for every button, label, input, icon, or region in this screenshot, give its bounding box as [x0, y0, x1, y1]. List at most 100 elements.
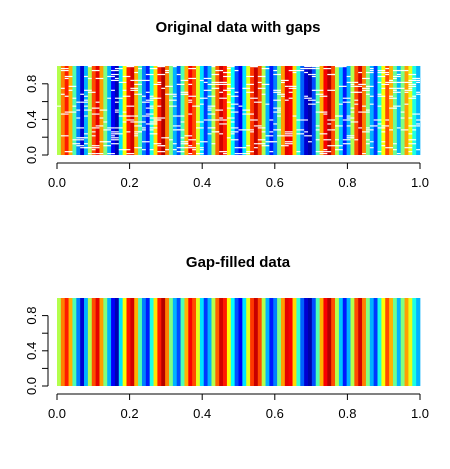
gap-mark — [365, 109, 370, 111]
gap-mark — [369, 125, 378, 127]
gap-mark — [253, 66, 258, 68]
gap-mark — [385, 67, 390, 70]
gap-mark — [199, 79, 204, 82]
gap-mark — [64, 111, 69, 113]
gap-mark — [207, 113, 216, 115]
heatmap-column — [284, 298, 290, 386]
gap-mark — [377, 81, 382, 84]
gap-mark — [257, 81, 262, 84]
heatmap-column — [273, 66, 278, 155]
heatmap-column — [253, 66, 259, 155]
gap-mark — [377, 69, 386, 72]
gap-mark — [84, 109, 92, 111]
gap-mark — [396, 73, 401, 76]
gap-mark — [315, 93, 324, 95]
gap-mark — [111, 89, 115, 91]
heatmap-column — [389, 298, 394, 386]
gap-mark — [230, 103, 239, 105]
gap-mark — [389, 81, 397, 84]
gap-mark — [304, 66, 312, 68]
gap-mark — [91, 147, 100, 149]
gap-mark — [134, 131, 142, 133]
gap-mark — [253, 143, 258, 145]
gap-mark — [87, 153, 92, 155]
gap-mark — [342, 101, 351, 103]
gap-mark — [138, 121, 146, 123]
gap-mark — [219, 69, 224, 72]
gap-mark — [99, 117, 104, 119]
heatmap-column — [118, 66, 123, 155]
gap-mark — [261, 145, 270, 147]
gap-mark — [408, 97, 417, 99]
gap-mark — [269, 141, 278, 143]
heatmap-column — [238, 66, 243, 155]
gap-mark — [145, 91, 150, 93]
gap-mark — [80, 139, 85, 141]
gap-mark — [180, 115, 185, 117]
gap-mark — [365, 129, 374, 131]
heatmap-column — [153, 66, 158, 155]
gap-mark — [315, 111, 324, 113]
gap-mark — [408, 139, 417, 141]
gap-mark — [369, 67, 374, 70]
gap-mark — [362, 111, 370, 113]
gap-mark — [172, 93, 177, 95]
gap-mark — [72, 143, 81, 145]
gap-mark — [246, 145, 251, 147]
axes-gap-filled: 0.0 0.2 0.4 0.6 0.8 1.0 0.0 0.4 0.8 — [24, 307, 429, 421]
heatmap-column — [292, 66, 297, 155]
gap-mark — [211, 66, 216, 68]
heatmap-column — [265, 66, 270, 155]
gap-mark — [389, 97, 397, 99]
gap-mark — [250, 131, 254, 133]
gap-mark — [176, 151, 185, 153]
gap-mark — [327, 89, 336, 91]
gap-mark — [284, 133, 293, 135]
heatmap-column — [358, 66, 363, 155]
gap-mark — [199, 147, 204, 149]
heatmap-column — [257, 66, 263, 155]
heatmap-column — [153, 298, 158, 386]
gap-mark — [315, 151, 324, 153]
gap-mark — [188, 77, 197, 80]
gap-mark — [327, 123, 332, 125]
gap-mark — [207, 105, 216, 107]
gap-mark — [416, 125, 420, 127]
gap-mark — [404, 81, 413, 84]
gap-mark — [219, 97, 227, 99]
heatmap-column — [311, 298, 317, 386]
gap-mark — [315, 101, 320, 103]
gap-mark — [261, 93, 266, 95]
gap-mark — [284, 131, 293, 133]
heatmap-column — [381, 298, 386, 386]
heatmap-column — [392, 298, 398, 386]
gap-mark — [253, 147, 258, 149]
gap-mark — [408, 85, 417, 87]
gap-mark — [157, 66, 166, 68]
gap-mark — [76, 117, 81, 119]
heatmap-column — [261, 66, 266, 155]
gap-mark — [196, 105, 200, 107]
gap-mark — [157, 145, 166, 147]
heatmap-column — [304, 298, 309, 386]
gap-mark — [188, 147, 197, 149]
gap-mark — [408, 125, 417, 127]
gap-mark — [315, 89, 324, 91]
heatmap-column — [130, 66, 135, 155]
gap-mark — [377, 75, 386, 78]
gap-mark — [211, 127, 216, 129]
gap-mark — [107, 97, 112, 99]
gap-mark — [277, 135, 285, 137]
gap-mark — [362, 153, 366, 155]
gap-mark — [408, 133, 413, 135]
gap-mark — [346, 125, 351, 127]
gap-mark — [184, 135, 193, 137]
heatmap-column — [230, 298, 235, 386]
gap-mark — [95, 101, 100, 103]
gap-mark — [91, 153, 96, 155]
heatmap-column — [199, 66, 205, 155]
heatmap-column — [192, 298, 197, 386]
heatmap-column — [107, 298, 112, 386]
gap-mark — [126, 119, 135, 121]
